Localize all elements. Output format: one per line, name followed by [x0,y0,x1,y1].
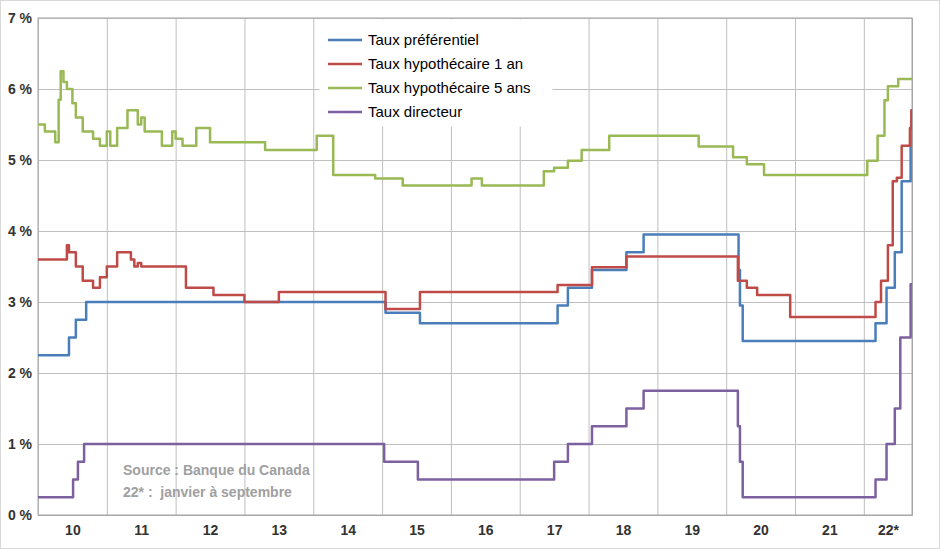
legend-swatch [328,111,362,114]
plot: 0 % 1 % 2 % 3 % 4 % 5 % 6 % 7 % 10 11 12 13 14 15 16 17… [8,10,913,538]
x-tick: 21 [796,18,838,538]
legend-label: Taux hypothécaire 1 an [368,55,523,72]
x-grid-line [864,18,865,515]
x-tick: 11 [107,18,149,538]
legend-swatch [328,87,362,90]
legend-item: Taux hypothécaire 1 an [328,55,523,72]
x-tick: 18 [589,18,631,538]
y-grid-line [38,231,912,232]
series-line [38,128,912,355]
x-tick: 13 [245,18,287,538]
x-grid-line [726,18,727,515]
x-tick-label: 20 [753,522,769,538]
background [1,1,940,549]
x-grid-line [657,18,658,515]
x-tick-label: 16 [478,522,494,538]
legend-swatch [328,63,362,66]
legend-box [320,20,552,126]
y-tick-label: 3 % [8,294,33,310]
x-tick: 19 [658,18,700,538]
series-group [38,71,912,497]
x-tick-label: 17 [547,522,563,538]
x-grid-line [589,18,590,515]
series-line [38,110,912,317]
y-grid-line [38,160,912,161]
x-tick-label: 10 [65,522,81,538]
annotation: Source : Banque du Canada [123,462,310,478]
y-tick-label: 1 % [8,436,33,452]
x-tick-label: 11 [134,522,149,538]
legend-item: Taux directeur [328,103,462,120]
x-tick-label: 15 [409,522,425,538]
x-tick-label: 12 [203,522,219,538]
x-tick-label: 21 [822,522,838,538]
legend-item: Taux hypothécaire 5 ans [328,79,531,96]
y-axis: 0 % 1 % 2 % 3 % 4 % 5 % 6 % 7 % [8,10,912,523]
y-tick: 4 % [8,223,912,239]
y-axis-line [39,19,913,516]
y-tick: 2 % [8,365,912,381]
x-axis: 10 11 12 13 14 15 16 17 18 19 20 21 22* [39,18,913,538]
x-grid-line [313,18,314,515]
y-tick-label: 4 % [8,223,33,239]
x-tick-label: 14 [340,522,356,538]
legend-label: Taux directeur [368,103,462,120]
series-line [38,71,912,185]
annotation: 22* : janvier à septembre [123,484,292,500]
y-tick-label: 6 % [8,81,33,97]
y-tick-label: 2 % [8,365,33,381]
legend-label: Taux hypothécaire 5 ans [368,79,531,96]
legend-item: Taux préférentiel [328,31,479,48]
legend-swatch [328,39,362,42]
x-tick-label: 13 [272,522,288,538]
series-line [38,284,912,497]
x-tick: 12 [176,18,218,538]
plot-frame [38,18,912,515]
y-tick-label: 5 % [8,152,33,168]
x-tick: 20 [727,18,769,538]
x-tick-label: 19 [684,522,700,538]
y-tick: 5 % [8,152,912,168]
x-axis-line [39,18,913,516]
y-tick-label: 7 % [8,10,33,26]
chart: 0 % 1 % 2 % 3 % 4 % 5 % 6 % 7 % 10 11 12 13 14 15 16 17… [0,0,940,549]
x-grid-line [795,18,796,515]
y-tick-label: 0 % [8,507,33,523]
legend: Taux préférentiel Taux hypothécaire 1 an T… [320,20,552,126]
y-grid-line [38,373,912,374]
x-tick-label: 18 [616,522,632,538]
x-grid-line [244,18,245,515]
x-tick-label: 22* [878,522,900,538]
legend-label: Taux préférentiel [368,31,479,48]
